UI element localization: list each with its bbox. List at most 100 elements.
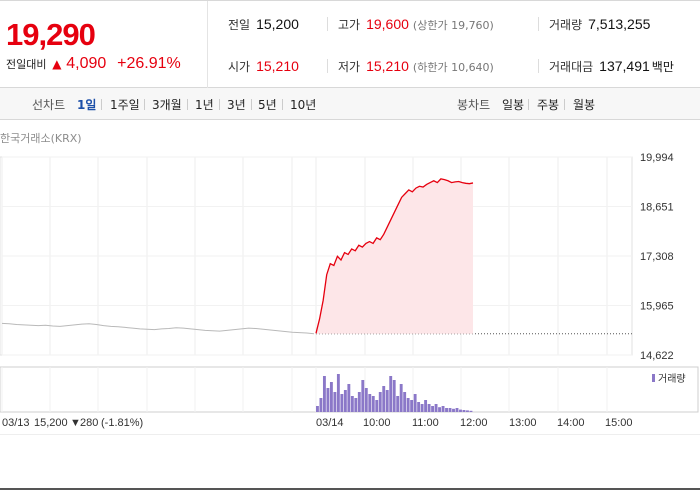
volume-bar	[319, 398, 323, 412]
range-1d-tab[interactable]: 1일	[77, 98, 97, 112]
x-tick-label: 15:00	[605, 417, 633, 429]
volume-bar	[340, 394, 344, 412]
y-tick-label: 15,965	[640, 301, 674, 313]
bottom-border	[0, 488, 700, 490]
current-price: 19,290	[6, 17, 96, 52]
x-tick-label: 03/14	[316, 417, 344, 429]
today-area-fill	[316, 178, 473, 334]
volume-bar	[441, 406, 445, 412]
y-tick-label: 14,622	[640, 350, 674, 362]
low-value: 15,210	[366, 58, 409, 74]
range-1y-tab[interactable]: 1년	[195, 98, 214, 112]
volume-bar	[448, 408, 452, 412]
open-label: 시가	[228, 60, 251, 74]
volume-bar	[399, 384, 403, 412]
volume-bar	[452, 408, 455, 412]
divider	[282, 99, 283, 110]
volume-bar	[357, 392, 361, 412]
change-label: 전일대비	[6, 58, 47, 71]
volume-bar	[371, 396, 375, 412]
price-block: 19,290 전일대비 ▲ 4,090 +26.91%	[0, 1, 208, 88]
divider	[144, 99, 145, 110]
prev-close-value: 15,200	[256, 16, 299, 32]
candle-monthly-tab[interactable]: 월봉	[573, 98, 596, 112]
prev-day-rate: (-1.81%)	[101, 417, 143, 429]
upper-limit: (상한가 19,760)	[412, 19, 494, 32]
volume-bar	[368, 394, 372, 412]
high-price: 고가 19,600 (상한가 19,760)	[338, 16, 494, 33]
volume-bar	[347, 384, 351, 412]
volume-bar	[350, 396, 354, 412]
divider	[564, 99, 565, 110]
volume-bar	[459, 409, 462, 412]
volume-bar	[361, 380, 365, 412]
volume-bar	[378, 392, 382, 412]
trade-amount-unit: 백만	[651, 60, 674, 74]
divider	[538, 59, 539, 73]
volume-bar	[364, 388, 368, 412]
volume-bar	[385, 390, 389, 412]
prev-day-date: 03/13	[2, 417, 30, 429]
divider	[101, 99, 102, 110]
range-5y-tab[interactable]: 5년	[258, 98, 277, 112]
volume-bar	[396, 396, 400, 412]
change-amount: 4,090	[66, 55, 107, 72]
volume-bar	[469, 410, 473, 412]
y-tick-label: 17,308	[640, 251, 674, 263]
volume-bar	[382, 386, 386, 412]
volume-bar	[392, 380, 396, 412]
volume-bar	[424, 400, 428, 412]
volume-bar	[333, 392, 337, 412]
trade-amount-label: 거래대금	[549, 60, 594, 74]
trade-amount-value: 137,491	[599, 58, 650, 74]
low-label: 저가	[338, 60, 361, 74]
volume-legend-label: 거래량	[658, 373, 686, 385]
candle-weekly-tab[interactable]: 주봉	[537, 98, 560, 112]
volume-bar	[329, 382, 333, 412]
change-row: 전일대비 ▲ 4,090 +26.91%	[6, 54, 181, 73]
volume-bar	[413, 394, 417, 412]
range-3y-tab[interactable]: 3년	[227, 98, 246, 112]
volume-bar	[434, 404, 438, 412]
x-tick-label: 11:00	[412, 417, 439, 429]
volume-bar	[336, 374, 340, 412]
lower-limit: (하한가 10,640)	[412, 61, 494, 74]
divider	[528, 99, 529, 110]
prev-day-close: 15,200	[34, 417, 68, 429]
x-tick-label: 14:00	[557, 417, 585, 429]
candle-daily-tab[interactable]: 일봉	[502, 98, 525, 112]
volume-bar	[455, 408, 459, 412]
volume-bar	[420, 404, 424, 412]
high-value: 19,600	[366, 16, 409, 32]
x-tick-label: 10:00	[363, 417, 391, 429]
volume-bar	[431, 406, 435, 412]
volume-bar	[438, 407, 441, 412]
volume-bar	[427, 404, 431, 412]
y-tick-label: 19,994	[640, 152, 674, 164]
divider	[327, 17, 328, 31]
volume-bar	[417, 402, 421, 412]
volume-bar	[322, 376, 326, 412]
volume-bar	[389, 376, 393, 412]
range-10y-tab[interactable]: 10년	[290, 98, 317, 112]
x-tick-label: 13:00	[509, 417, 537, 429]
range-1w-tab[interactable]: 1주일	[110, 98, 140, 112]
low-price: 저가 15,210 (하한가 10,640)	[338, 58, 494, 75]
change-rate: +26.91%	[117, 55, 181, 72]
volume-bar	[343, 390, 347, 412]
high-label: 고가	[338, 18, 361, 32]
price-chart: 19,994 18,651 17,308 15,965 14,622 거래량 03/13…	[0, 152, 700, 435]
today-series	[315, 178, 474, 334]
volume-bar	[466, 410, 469, 412]
volume-bar	[406, 398, 410, 412]
divider	[219, 99, 220, 110]
prev-day-change: 280	[80, 417, 98, 429]
range-3m-tab[interactable]: 3개월	[152, 98, 182, 112]
prev-day-series	[1, 322, 315, 335]
volume-bar	[410, 400, 414, 412]
volume-value: 7,513,255	[588, 16, 651, 32]
up-arrow-icon: ▲	[52, 57, 62, 71]
line-chart-label: 선차트	[32, 98, 66, 112]
open-value: 15,210	[256, 58, 299, 74]
volume-bar	[462, 410, 466, 412]
